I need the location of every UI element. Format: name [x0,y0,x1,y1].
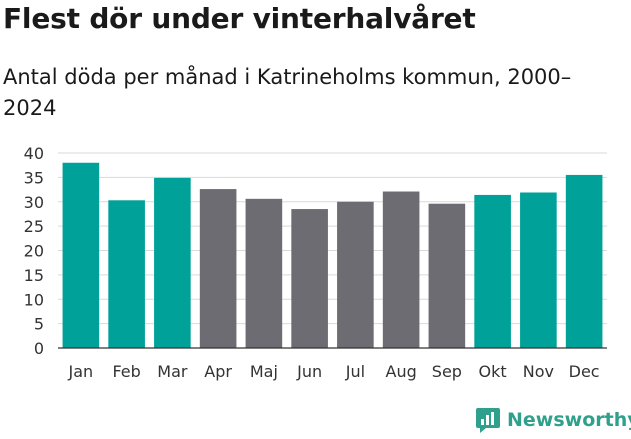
x-tick-label: Okt [479,362,507,381]
y-tick-label: 25 [24,217,44,236]
y-tick-label: 20 [24,242,44,261]
y-tick-label: 40 [24,144,44,163]
x-tick-label: Jun [296,362,322,381]
y-tick-label: 30 [24,193,44,212]
x-tick-label: Nov [523,362,554,381]
x-tick-label: Jan [68,362,94,381]
bars [62,162,603,348]
newsworthy-icon [476,408,500,433]
x-tick-label: Maj [250,362,278,381]
chart-subtitle: Antal döda per månad i Katrineholms komm… [3,65,572,120]
y-axis-ticks: 0 5 10 15 20 25 30 35 40 [24,144,44,358]
bar-nov [520,192,557,348]
bar-dec [565,174,603,348]
bar-jun [291,209,328,348]
newsworthy-logo[interactable]: Newsworthy [475,407,631,433]
y-tick-label: 5 [34,315,44,334]
bar-okt [474,194,511,348]
bar-aug [382,191,420,348]
x-axis-ticks: Jan Feb Mar Apr Maj Jun Jul Aug Sep Okt Nov Dec [68,362,600,381]
chart-title: Flest dör under vinterhalvåret [3,2,476,35]
x-tick-label: Sep [432,362,462,381]
bar-jan [62,162,100,348]
x-tick-label: Mar [157,362,188,381]
grid-lines [58,152,607,325]
y-tick-label: 0 [34,339,44,358]
bar-maj [245,198,283,348]
bar-sep [428,203,466,348]
bar-apr [199,189,237,348]
bar-feb [108,200,145,348]
bar-mar [154,177,191,348]
x-tick-label: Dec [569,362,600,381]
x-tick-label: Apr [204,362,232,381]
brand-name: Newsworthy [507,409,631,431]
x-tick-label: Jul [345,362,365,381]
y-tick-label: 35 [24,168,44,187]
y-tick-label: 15 [24,266,44,285]
x-tick-label: Feb [112,362,140,381]
y-tick-label: 10 [24,290,44,309]
bar-jul [337,201,374,348]
bar-chart: 0 5 10 15 20 25 30 35 40 Jan Feb Mar Apr Maj Jun Jul Au… [24,144,607,381]
x-tick-label: Aug [386,362,417,381]
